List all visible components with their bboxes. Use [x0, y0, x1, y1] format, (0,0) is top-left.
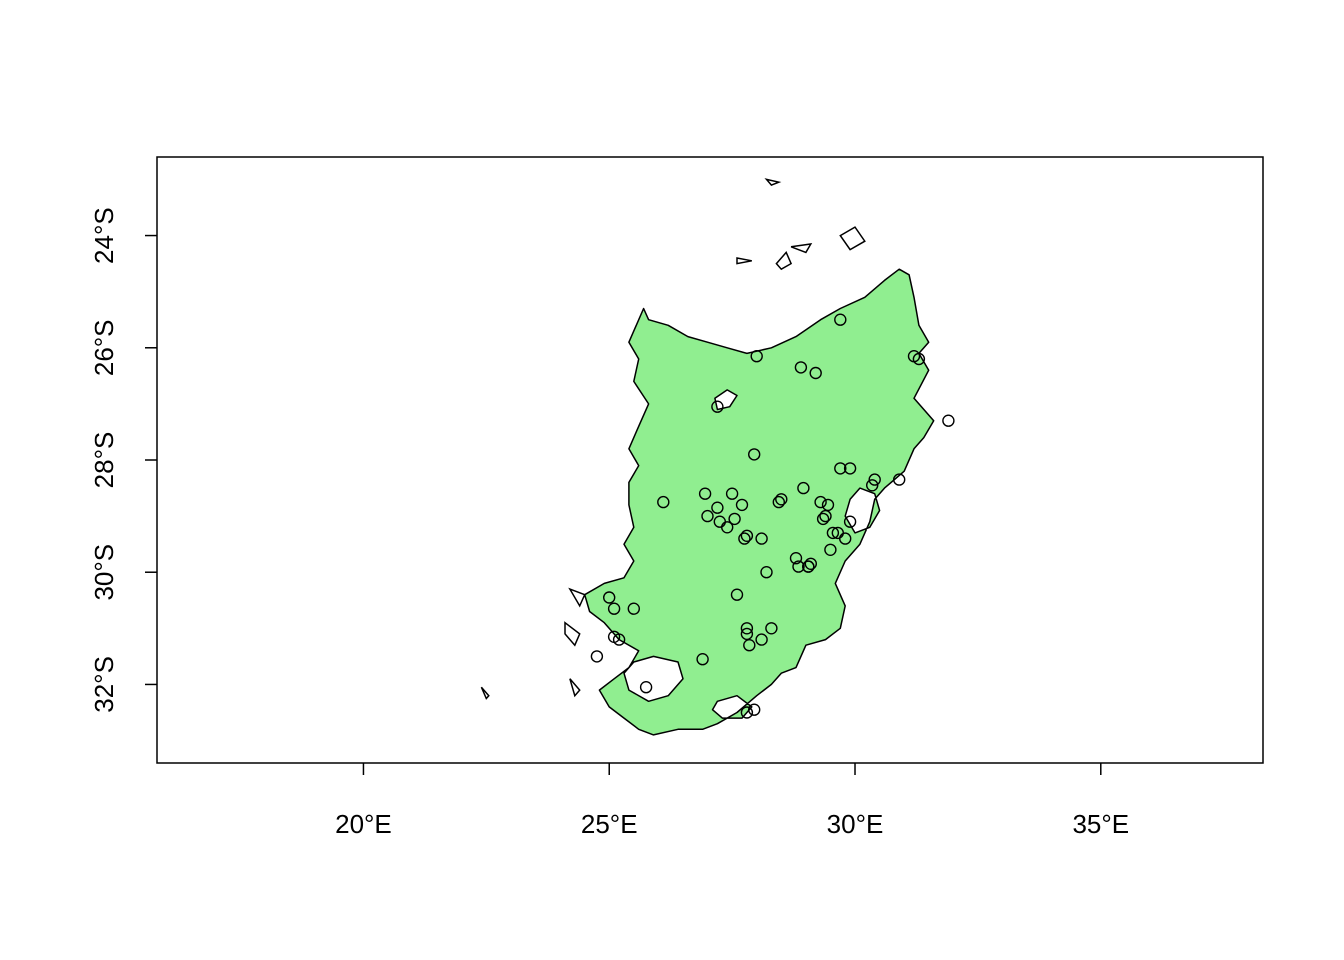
- sample-point: [843, 515, 857, 528]
- sample-point: [748, 448, 761, 461]
- x-tick-label: 25°E: [581, 809, 638, 839]
- y-tick-label: 30°S: [89, 544, 119, 601]
- sample-point: [834, 313, 847, 326]
- sample-point: [792, 560, 805, 573]
- sample-points: [590, 313, 955, 719]
- sample-point: [942, 414, 955, 427]
- sample-point: [711, 501, 724, 514]
- y-tick-label: 32°S: [89, 656, 119, 713]
- x-tick-label: 35°E: [1072, 809, 1129, 839]
- sample-point: [730, 588, 744, 601]
- sample-point: [912, 352, 926, 366]
- sample-point: [725, 487, 739, 500]
- sample-point: [797, 481, 810, 495]
- sample-point: [775, 493, 788, 506]
- sample-point: [607, 602, 621, 615]
- sample-point: [893, 473, 906, 486]
- x-tick-label: 30°E: [827, 809, 884, 839]
- sample-point: [590, 650, 604, 663]
- sample-point: [696, 653, 709, 666]
- sample-point: [868, 473, 881, 486]
- sample-point: [826, 526, 840, 540]
- sample-point: [612, 633, 626, 646]
- sample-point: [804, 557, 817, 570]
- sample-point: [802, 560, 815, 573]
- sample-point: [750, 350, 763, 363]
- region-fragment: [839, 226, 866, 251]
- sample-point: [814, 495, 827, 509]
- x-tick-label: 20°E: [335, 809, 392, 839]
- region-fragment: [764, 178, 782, 186]
- sample-point: [701, 509, 714, 523]
- sample-point: [824, 543, 837, 556]
- sample-point: [735, 498, 749, 512]
- sample-point: [772, 495, 785, 509]
- sample-point: [794, 361, 808, 374]
- region-fragment: [775, 251, 793, 271]
- sample-point: [843, 462, 857, 475]
- sample-point: [657, 495, 670, 509]
- sample-point: [760, 566, 773, 579]
- sample-point: [711, 400, 724, 413]
- sample-point: [627, 602, 640, 615]
- sample-point: [809, 366, 822, 380]
- region-fragment: [569, 678, 581, 698]
- sample-point: [789, 552, 803, 565]
- y-axis: 24°S 26°S 28°S 30°S 32°S: [89, 207, 157, 713]
- sample-point: [743, 639, 756, 652]
- sample-point: [819, 509, 832, 523]
- y-tick-label: 28°S: [89, 432, 119, 489]
- y-tick-label: 26°S: [89, 319, 119, 376]
- region-fragment: [568, 587, 586, 608]
- sample-point: [866, 479, 879, 492]
- y-tick-label: 24°S: [89, 207, 119, 264]
- sample-point: [740, 622, 754, 635]
- sample-point: [755, 532, 768, 545]
- sample-point: [755, 633, 768, 646]
- region-fragment: [736, 257, 752, 265]
- region-fragment: [480, 686, 490, 700]
- region-polygon: [583, 268, 935, 736]
- sample-point: [748, 703, 761, 716]
- sample-point: [839, 532, 852, 545]
- sample-point: [740, 529, 754, 542]
- x-axis: 20°E 25°E 30°E 35°E: [335, 763, 1129, 839]
- sample-point: [603, 591, 616, 604]
- region-fragment: [564, 621, 581, 647]
- region-fragment: [790, 243, 813, 254]
- sample-point: [816, 512, 830, 526]
- sample-point: [738, 532, 751, 545]
- sample-point: [728, 512, 741, 526]
- sample-point: [740, 706, 754, 719]
- sample-point: [639, 681, 653, 694]
- sample-point: [765, 622, 778, 635]
- sample-point: [834, 462, 847, 475]
- sample-point: [821, 498, 835, 512]
- sample-point: [740, 627, 754, 641]
- sample-point: [698, 487, 712, 500]
- sample-point: [721, 521, 734, 534]
- map-layer: [480, 178, 935, 736]
